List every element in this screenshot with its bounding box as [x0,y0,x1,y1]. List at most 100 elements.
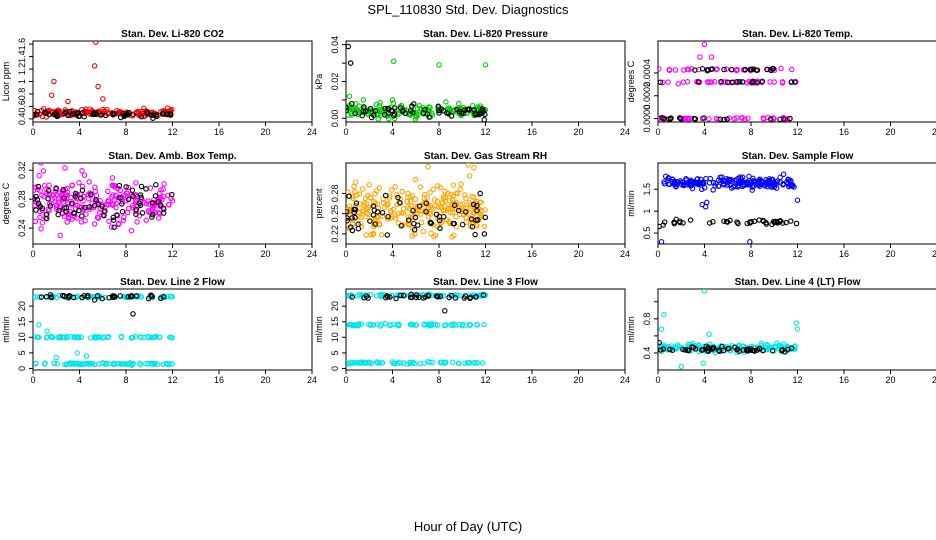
data-point-cyan [793,320,800,326]
x-tick-label: 24 [932,375,936,385]
data-point-black [47,203,54,209]
data-point-black [79,294,85,301]
data-point-black [362,108,369,115]
x-tick-label: 8 [748,375,753,385]
data-point-magenta [731,116,738,122]
data-point-black [476,111,482,118]
data-point-orange [370,230,377,237]
data-point-magenta [62,165,68,171]
data-point-cyan [93,334,100,341]
data-point-magenta [708,54,715,60]
panel-5: Stan. Dev. Gas Stream RH percent 0 4 8 12 16 20… [314,151,630,259]
data-point-magenta [146,201,152,207]
data-point-orange [482,207,488,213]
data-point-black [410,207,416,214]
data-point-black [53,186,59,192]
points-layer [346,43,489,122]
data-point-blue [788,177,794,184]
data-point-black [143,186,149,192]
data-point-black [405,217,412,223]
data-point-cyan [74,350,80,356]
data-point-blue [683,177,690,183]
y-tick-label: 0.6 [17,100,27,113]
data-point-black [123,184,129,190]
x-tick-label: 0 [343,249,348,259]
data-point-magenta [113,204,119,211]
x-tick-label: 24 [307,127,317,137]
data-point-orange [346,206,351,213]
data-point-black [718,78,724,85]
data-point-black [729,79,735,86]
data-point-green [374,108,380,114]
data-point-black [160,205,167,211]
x-tick-label: 8 [436,127,441,137]
data-point-black [54,113,60,120]
data-point-black [481,117,487,122]
data-point-green [443,99,449,105]
data-point-black [153,182,159,188]
data-point-black [470,201,477,208]
data-point-magenta [38,226,44,232]
data-point-black [355,221,361,228]
data-point-magenta [62,186,68,193]
data-point-black [63,204,70,211]
x-tick-label: 20 [260,375,270,385]
data-point-black [368,114,375,121]
points-layer [658,171,801,244]
data-point-black [763,219,769,226]
data-point-blue [713,180,719,186]
data-point-orange [409,233,416,239]
data-point-cyan [154,361,161,367]
data-point-black [351,206,357,213]
data-point-black [661,115,667,122]
data-point-cyan [388,322,394,328]
data-point-cyan [395,322,402,329]
x-tick-label: 16 [214,249,224,259]
data-point-magenta [79,204,85,210]
data-point-cyan [428,292,435,298]
data-point-cyan [362,359,369,365]
data-point-black [684,347,691,353]
y-tick-label: 0.04 [330,36,340,54]
data-point-orange [425,213,432,220]
data-point-black [110,214,117,221]
data-point-black [669,347,676,353]
data-point-black [93,111,99,118]
data-point-cyan [56,334,63,341]
y-axis-label: ml/min [1,316,11,343]
data-point-black [353,200,360,206]
data-point-cyan [143,360,149,367]
data-point-black [428,220,435,227]
data-point-black [680,346,686,353]
panel-title: Stan. Dev. Amb. Box Temp. [108,151,236,162]
x-tick-label: 12 [167,249,177,259]
data-point-magenta [106,218,112,225]
panel-title: Stan. Dev. Line 3 Flow [433,277,538,288]
data-point-black [149,200,156,206]
x-tick-label: 12 [480,127,490,137]
data-point-cyan [86,360,92,367]
data-point-black [793,220,800,227]
data-point-cyan [157,334,163,340]
data-point-blue [710,179,717,186]
data-point-black [46,111,52,117]
data-point-orange [392,184,399,190]
data-point-black [149,214,155,220]
data-point-cyan [346,361,352,367]
data-point-green [390,58,397,65]
data-point-black [346,215,350,221]
plot-frame [345,288,626,371]
y-tick-label: 0.28 [17,190,27,208]
data-point-magenta [666,67,673,73]
panel-8: Stan. Dev. Line 3 Flow ml/min 0 4 8 12 16 20 24 0… [314,277,630,385]
data-point-magenta [660,79,666,86]
data-point-magenta [147,185,154,191]
data-point-black [348,224,354,230]
data-point-black [106,294,112,301]
data-point-blue [716,183,722,189]
data-point-cyan [373,359,380,365]
panel-title: Stan. Dev. Li-820 Pressure [423,29,548,40]
data-point-orange [395,220,402,226]
data-point-cyan [374,360,381,366]
data-point-black [139,210,146,216]
